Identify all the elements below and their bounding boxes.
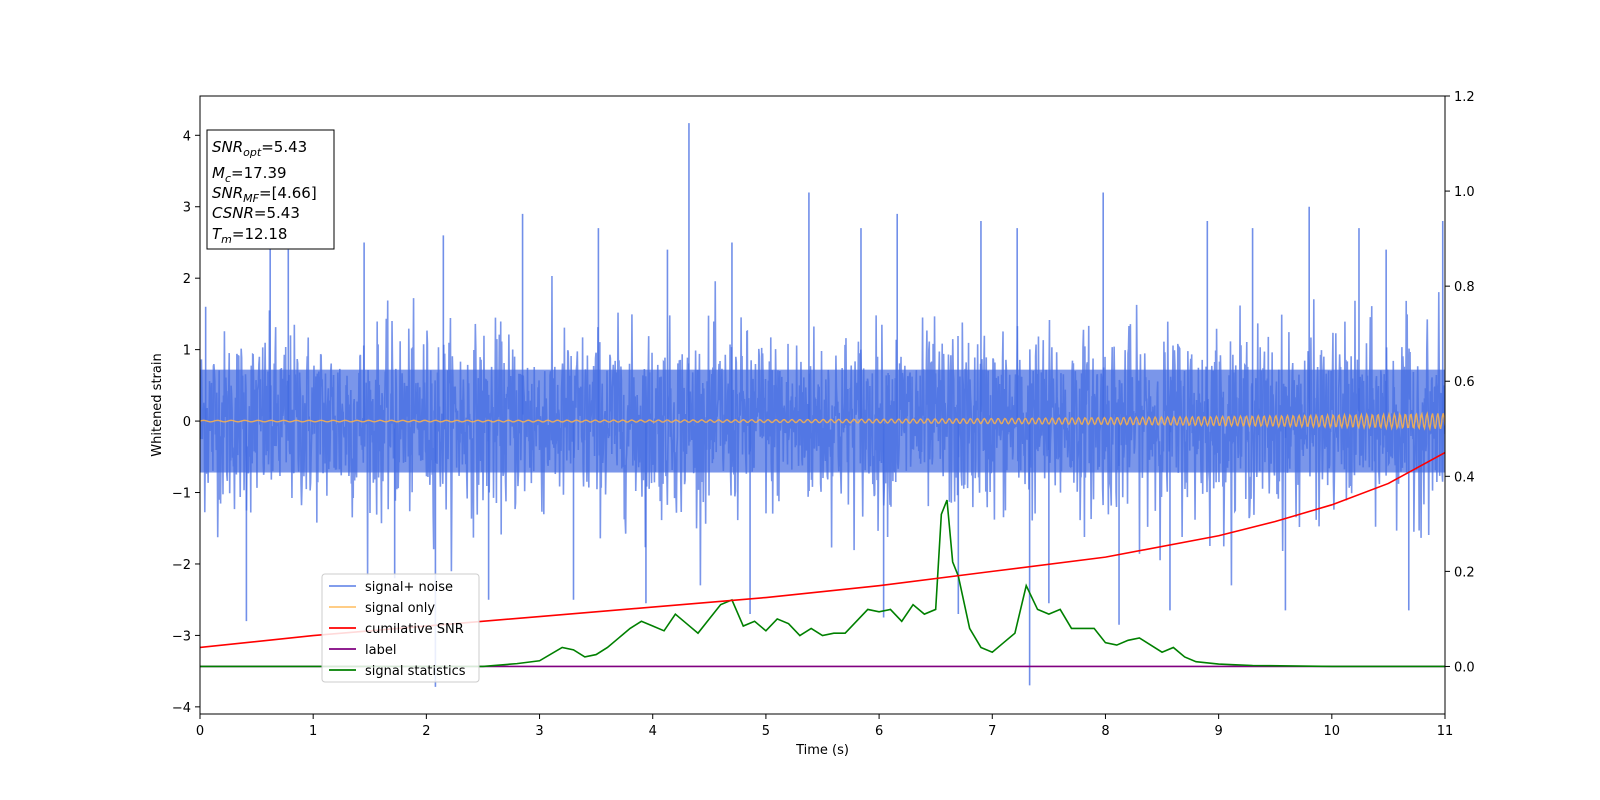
x-tick-label: 11 <box>1437 724 1454 739</box>
x-tick-label: 7 <box>988 724 996 739</box>
x-tick-label: 1 <box>309 724 317 739</box>
annotation-subscript: c <box>225 172 231 185</box>
x-tick-label: 6 <box>875 724 883 739</box>
legend-label: label <box>365 643 396 658</box>
annotation-symbol: T <box>212 225 223 243</box>
annotation-subscript: opt <box>243 146 262 159</box>
y2-tick-label: 1.2 <box>1454 90 1475 105</box>
y2-tick-label: 0.8 <box>1454 280 1475 295</box>
axes-frame <box>199 95 1446 715</box>
legend-label: cumilative SNR <box>365 622 464 637</box>
y-tick-label: 4 <box>183 129 191 144</box>
annotation-line: Mc=17.39 <box>212 164 287 185</box>
annotation-frame <box>206 129 335 250</box>
x-tick-label: 5 <box>762 724 770 739</box>
annotation-subscript: m <box>221 233 232 246</box>
x-tick-label: 4 <box>649 724 657 739</box>
legend-label: signal only <box>365 601 435 616</box>
annotation-value: =12.18 <box>232 225 288 243</box>
legend: signal+ noise signal only cumilative SNR la… <box>321 573 480 683</box>
y-tick-label: −4 <box>172 701 191 716</box>
stats-annotation-box: SNRopt=5.43Mc=17.39SNRMF=[4.66]CSNR=5.43… <box>206 129 335 250</box>
legend-frame <box>321 573 480 683</box>
y-axis-label: Whitened strain <box>150 353 165 456</box>
annotation-symbol: CSNR <box>212 204 254 222</box>
y2-tick-label: 0.0 <box>1454 660 1475 675</box>
annotation-subscript: MF <box>243 192 259 205</box>
x-tick-label: 8 <box>1101 724 1109 739</box>
y2-tick-label: 0.2 <box>1454 565 1475 580</box>
y-tick-label: 2 <box>183 272 191 287</box>
annotation-symbol: M <box>212 164 225 182</box>
series-signal-only-line <box>200 411 1445 432</box>
y-tick-label: −3 <box>172 629 191 644</box>
y-tick-label: −1 <box>172 487 191 502</box>
annotation-value: =[4.66] <box>259 184 317 202</box>
x-tick-label: 0 <box>196 724 204 739</box>
y-tick-label: −2 <box>172 558 191 573</box>
x-tick-label: 2 <box>422 724 430 739</box>
annotation-line: CSNR=5.43 <box>212 204 300 222</box>
annotation-symbol: SNR <box>212 138 243 156</box>
y-tick-label: 3 <box>183 201 191 216</box>
x-tick-label: 10 <box>1324 724 1341 739</box>
annotation-value: =5.43 <box>261 138 307 156</box>
y-tick-label: 1 <box>183 344 191 359</box>
annotation-line: Tm=12.18 <box>212 225 287 246</box>
y2-tick-label: 0.6 <box>1454 375 1475 390</box>
y2-tick-label: 0.4 <box>1454 470 1475 485</box>
plot-area <box>200 123 1445 687</box>
x-tick-label: 3 <box>535 724 543 739</box>
annotation-value: =17.39 <box>231 164 287 182</box>
y-tick-label: 0 <box>183 415 191 430</box>
legend-label: signal statistics <box>365 664 466 679</box>
x-axis-label: Time (s) <box>795 743 849 758</box>
annotation-line: SNRopt=5.43 <box>212 138 307 159</box>
annotation-line: SNRMF=[4.66] <box>212 184 317 205</box>
series-signal-statistics-line <box>200 499 1445 668</box>
annotation-symbol: SNR <box>212 184 243 202</box>
y2-tick-label: 1.0 <box>1454 185 1475 200</box>
annotation-value: =5.43 <box>254 204 300 222</box>
x-tick-label: 9 <box>1214 724 1222 739</box>
legend-label: signal+ noise <box>365 580 453 595</box>
axes: 0 1 2 3 4 5 6 7 8 9 10 11 −4 −3 −2 −1 0 1 2 3 4 0.0 0.2 0.4 0.6 0… <box>172 90 1475 739</box>
